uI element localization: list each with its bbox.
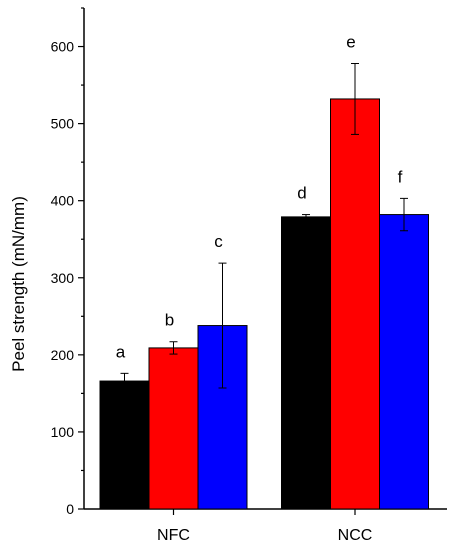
data-label: d [297, 184, 306, 203]
data-label: c [214, 232, 223, 251]
plot-area: 0 100 200 300 400 500 600 NFC a b c NCC d e f [51, 8, 447, 544]
x-tick-label: NCC [338, 527, 373, 544]
y-tick-label: 100 [51, 424, 75, 440]
bar [100, 381, 149, 509]
y-tick-label: 400 [51, 193, 75, 209]
x-tick-label: NFC [157, 527, 190, 544]
data-label: b [165, 311, 174, 330]
y-tick-label: 300 [51, 270, 75, 286]
y-tick-label: 600 [51, 39, 75, 55]
data-label: a [116, 342, 126, 361]
data-label: f [398, 167, 403, 186]
bar [331, 99, 380, 509]
bar [282, 217, 331, 509]
y-tick-label: 500 [51, 116, 75, 132]
bar [380, 215, 429, 509]
y-tick-label: 0 [66, 501, 74, 517]
y-axis-title: Peel strength (mN/mm) [9, 196, 28, 372]
bar [149, 348, 198, 509]
data-label: e [346, 32, 355, 51]
y-tick-label: 200 [51, 347, 75, 363]
